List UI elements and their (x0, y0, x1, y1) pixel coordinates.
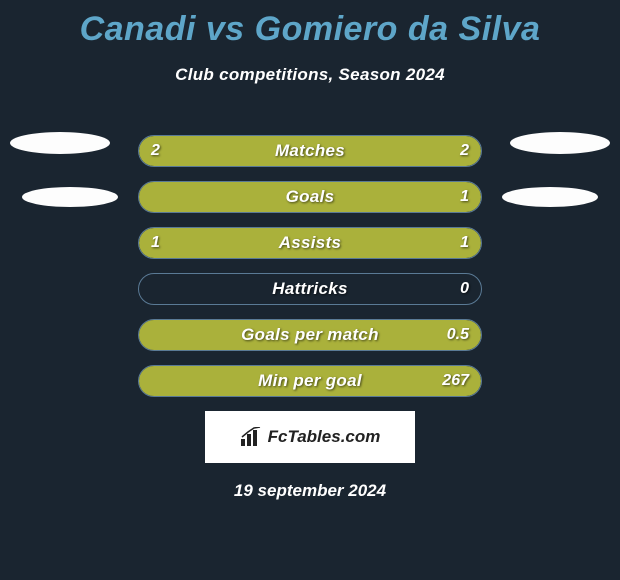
comparison-chart: 22Matches 1Goals 11Assists 0Hattricks 0.5Goa… (0, 135, 620, 397)
chart-icon (240, 427, 262, 447)
avatar-right-bottom (502, 187, 598, 207)
stat-label: Goals per match (139, 320, 481, 350)
date-text: 19 september 2024 (0, 481, 620, 501)
watermark: FcTables.com (205, 411, 415, 463)
subtitle: Club competitions, Season 2024 (0, 65, 620, 85)
stat-label: Min per goal (139, 366, 481, 396)
watermark-text: FcTables.com (268, 427, 381, 447)
stat-row: 0.5Goals per match (138, 319, 482, 351)
stat-row: 11Assists (138, 227, 482, 259)
stat-label: Goals (139, 182, 481, 212)
stat-label: Assists (139, 228, 481, 258)
stat-label: Matches (139, 136, 481, 166)
page-title: Canadi vs Gomiero da Silva (0, 0, 620, 49)
stat-bars: 22Matches 1Goals 11Assists 0Hattricks 0.5Goa… (138, 135, 482, 397)
avatar-right-top (510, 132, 610, 154)
avatar-left-bottom (22, 187, 118, 207)
avatar-left-top (10, 132, 110, 154)
stat-row: 1Goals (138, 181, 482, 213)
stat-row: 267Min per goal (138, 365, 482, 397)
stat-row: 0Hattricks (138, 273, 482, 305)
stat-row: 22Matches (138, 135, 482, 167)
stat-label: Hattricks (139, 274, 481, 304)
